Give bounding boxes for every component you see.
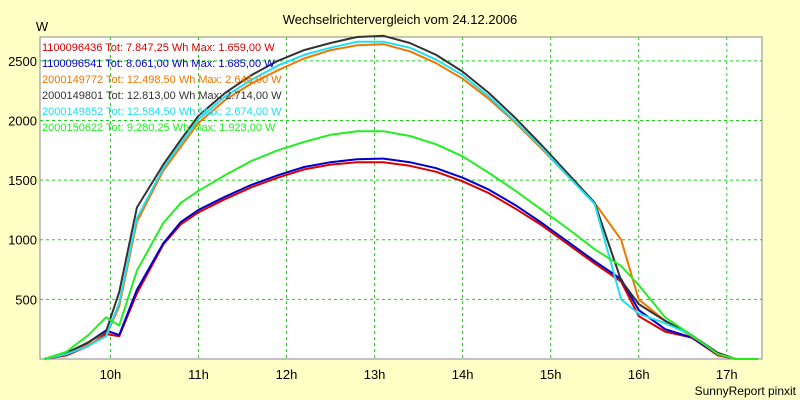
legend-entry-4: 2000149801 Tot: 12.813,00 Wh Max: 2.714,… xyxy=(42,90,282,102)
x-axis: 10h 11h 12h 13h 14h 15h 16h 17h xyxy=(100,367,738,382)
y-axis-label: W xyxy=(36,19,49,34)
y-axis: 500 1000 1500 2000 2500 xyxy=(8,54,37,308)
legend: 1100096436 Tot: 7.847,25 Wh Max: 1.659,0… xyxy=(42,42,282,134)
legend-entry-5: 2000149852 Tot: 12.584,50 Wh Max: 2.674,… xyxy=(42,106,282,118)
legend-entry-6: 2000150622 Tot: 9.280,25 Wh Max: 1.923,0… xyxy=(42,122,276,134)
x-tick-label: 10h xyxy=(100,367,122,382)
x-tick-label: 11h xyxy=(188,367,209,382)
x-tick-label: 14h xyxy=(452,367,474,382)
series-line-4 xyxy=(44,34,758,360)
x-tick-label: 15h xyxy=(540,367,562,382)
legend-entry-2: 1100096541 Tot: 8.061,00 Wh Max: 1.685,0… xyxy=(42,58,275,70)
x-tick-label: 12h xyxy=(276,367,298,382)
y-tick-label: 2000 xyxy=(8,113,37,128)
grid xyxy=(40,37,762,359)
chart-title: Wechselrichtervergleich vom 24.12.2006 xyxy=(283,12,518,27)
legend-entry-1: 1100096436 Tot: 7.847,25 Wh Max: 1.659,0… xyxy=(42,42,275,54)
y-tick-label: 1000 xyxy=(8,233,37,248)
x-tick-label: 16h xyxy=(628,367,650,382)
y-tick-label: 1500 xyxy=(8,173,37,188)
legend-entry-3: 2000149772 Tot: 12.498,50 Wh Max: 2.646,… xyxy=(42,74,282,86)
series-line-6 xyxy=(44,130,758,360)
footer-credit: SunnyReport pinxit xyxy=(695,384,797,398)
series-lines xyxy=(44,34,758,360)
series-line-2 xyxy=(44,157,758,360)
x-tick-label: 13h xyxy=(364,367,386,382)
x-tick-label: 17h xyxy=(716,367,738,382)
y-tick-label: 500 xyxy=(15,292,37,307)
y-tick-label: 2500 xyxy=(8,54,37,69)
series-line-5 xyxy=(44,40,758,360)
series-line-1 xyxy=(44,161,758,360)
